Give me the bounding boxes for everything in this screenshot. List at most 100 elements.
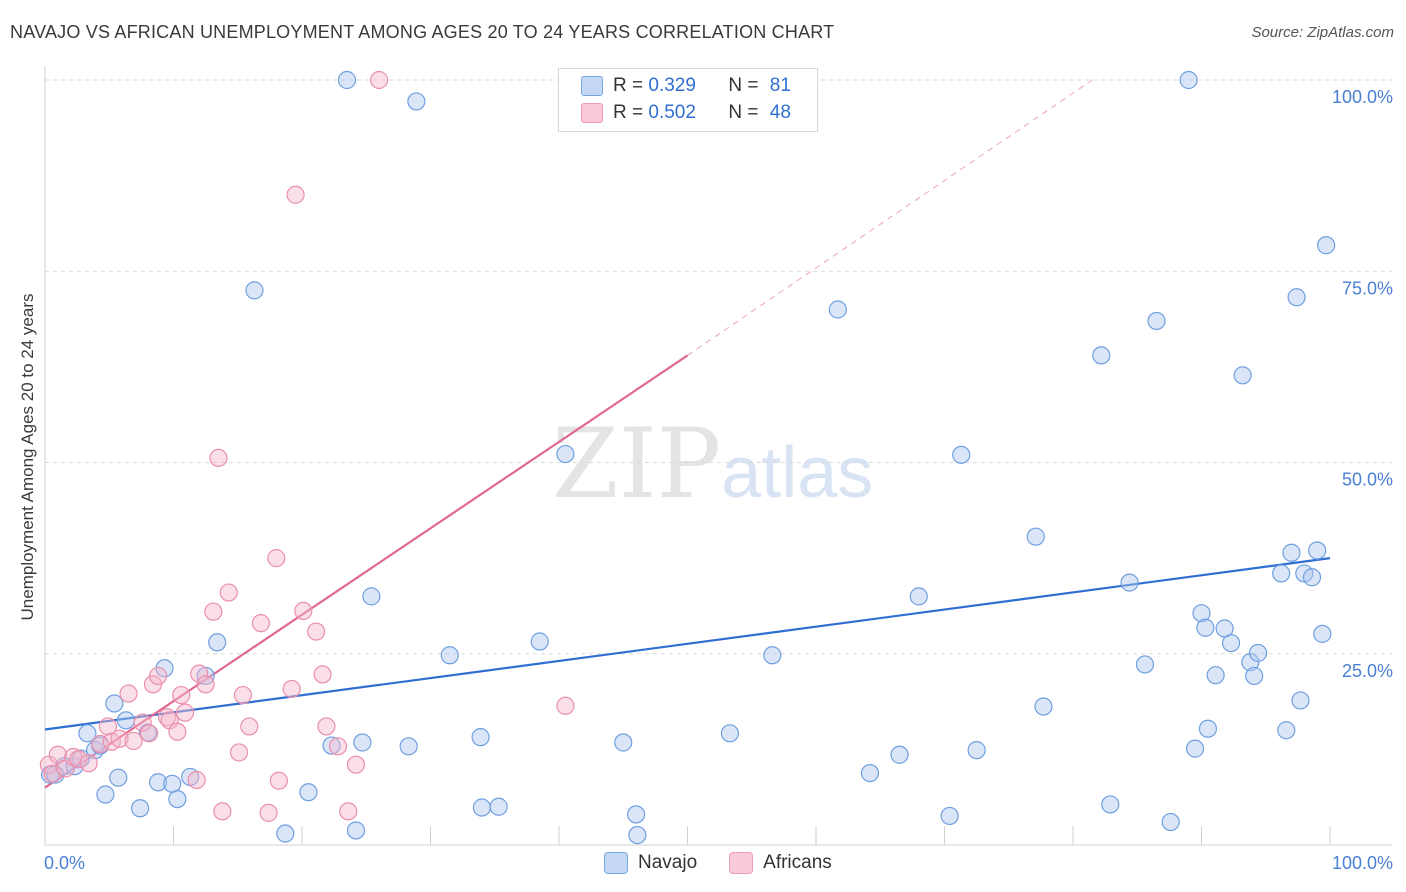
y-tick-labels: 100.0% 75.0% 50.0% 25.0% bbox=[1332, 87, 1393, 681]
africans-point bbox=[124, 731, 143, 751]
y-axis-label: Unemployment Among Ages 20 to 24 years bbox=[18, 294, 37, 621]
navajo-legend-label: Navajo bbox=[638, 852, 698, 873]
africans-point bbox=[328, 737, 348, 756]
africans-legend-swatch bbox=[729, 852, 754, 874]
navajo-point bbox=[763, 646, 782, 665]
africans-point bbox=[209, 448, 228, 468]
africans-point bbox=[172, 685, 191, 705]
navajo-point bbox=[626, 805, 646, 824]
navajo-point bbox=[138, 723, 157, 742]
africans-swatch bbox=[581, 103, 603, 123]
navajo-point bbox=[940, 806, 959, 826]
navajo-point bbox=[471, 728, 490, 747]
legend-n-value: 81 bbox=[769, 75, 791, 96]
navajo-point bbox=[78, 724, 97, 743]
legend-n-label: N = bbox=[728, 102, 764, 123]
africans-point bbox=[219, 583, 238, 602]
navajo-point bbox=[472, 798, 491, 817]
navajo-point bbox=[720, 724, 740, 743]
navajo-point bbox=[1185, 739, 1205, 758]
navajo-point bbox=[322, 736, 341, 755]
navajo-point bbox=[967, 741, 986, 760]
navajo-point bbox=[1092, 346, 1111, 365]
africans-point bbox=[313, 665, 332, 684]
africans-point bbox=[286, 185, 305, 204]
grid-lines bbox=[45, 79, 1392, 655]
africans-trend-extension bbox=[687, 79, 1093, 356]
navajo-point bbox=[952, 445, 971, 464]
navajo-point bbox=[1192, 604, 1211, 623]
navajo-point bbox=[96, 785, 115, 804]
navajo-point bbox=[1248, 643, 1268, 663]
africans-point bbox=[110, 729, 129, 748]
africans-point bbox=[196, 675, 215, 694]
navajo-point bbox=[1198, 719, 1218, 738]
navajo-point bbox=[109, 768, 128, 787]
africans-point bbox=[556, 696, 575, 715]
africans-point bbox=[91, 734, 110, 754]
navajo-point bbox=[1147, 311, 1166, 331]
africans-point bbox=[187, 770, 206, 790]
africans-point bbox=[79, 754, 98, 773]
navajo-point bbox=[1277, 721, 1296, 740]
navajo-point bbox=[628, 825, 647, 845]
africans-point bbox=[294, 601, 313, 621]
africans-point bbox=[259, 803, 278, 822]
navajo-point bbox=[1317, 236, 1336, 255]
africans-point bbox=[119, 684, 138, 703]
navajo-point bbox=[440, 646, 459, 665]
legend-row-africans: R = 0.502 N = 48 bbox=[581, 101, 791, 125]
navajo-point bbox=[148, 773, 168, 792]
africans-point bbox=[190, 664, 209, 683]
africans-point bbox=[168, 722, 187, 741]
y-tick-label: 25.0% bbox=[1342, 661, 1393, 681]
navajo-point bbox=[346, 821, 366, 840]
axes bbox=[44, 66, 1392, 846]
africans-trend-line bbox=[44, 354, 689, 789]
africans-point bbox=[229, 743, 249, 762]
navajo-point bbox=[890, 745, 909, 764]
africans-points bbox=[39, 70, 597, 822]
navajo-point bbox=[1196, 618, 1215, 637]
legend-n-label: N = bbox=[728, 75, 764, 96]
navajo-point bbox=[1241, 653, 1260, 672]
navajo-point bbox=[1221, 633, 1241, 653]
africans-point bbox=[282, 679, 301, 699]
navajo-point bbox=[1245, 666, 1264, 686]
navajo-point bbox=[1272, 564, 1291, 583]
legend-n-value: 48 bbox=[769, 102, 791, 123]
navajo-point bbox=[276, 824, 295, 843]
africans-point bbox=[139, 724, 159, 743]
navajo-point bbox=[909, 587, 928, 606]
source-label: Source: ZipAtlas.com bbox=[1251, 24, 1394, 41]
navajo-point bbox=[163, 774, 182, 793]
chart-title: NAVAJO VS AFRICAN UNEMPLOYMENT AMONG AGE… bbox=[10, 22, 835, 42]
navajo-point bbox=[1120, 573, 1139, 592]
navajo-point bbox=[614, 733, 633, 752]
y-tick-label: 50.0% bbox=[1342, 470, 1393, 490]
africans-point bbox=[339, 802, 358, 821]
navajo-swatch bbox=[581, 76, 603, 96]
navajo-point bbox=[1179, 70, 1198, 90]
navajo-point bbox=[1026, 527, 1045, 546]
africans-point bbox=[133, 713, 152, 732]
navajo-point bbox=[1135, 655, 1155, 674]
navajo-point bbox=[399, 737, 418, 756]
legend-r-label: R = bbox=[613, 102, 649, 123]
series-legend: Navajo Africans bbox=[604, 852, 832, 874]
navajo-point bbox=[1308, 541, 1327, 560]
navajo-point bbox=[1101, 795, 1120, 814]
africans-point bbox=[307, 622, 326, 641]
africans-point bbox=[157, 708, 177, 727]
navajo-point bbox=[1282, 543, 1301, 562]
africans-point bbox=[346, 755, 366, 774]
navajo-point bbox=[245, 281, 264, 300]
africans-point bbox=[204, 602, 223, 621]
africans-point bbox=[240, 717, 259, 736]
y-tick-label: 100.0% bbox=[1332, 87, 1393, 107]
legend-r-value: 0.502 bbox=[648, 102, 696, 123]
africans-legend-label: Africans bbox=[763, 852, 832, 873]
navajo-point bbox=[1206, 666, 1225, 685]
navajo-point bbox=[556, 444, 575, 464]
navajo-point bbox=[860, 763, 880, 783]
